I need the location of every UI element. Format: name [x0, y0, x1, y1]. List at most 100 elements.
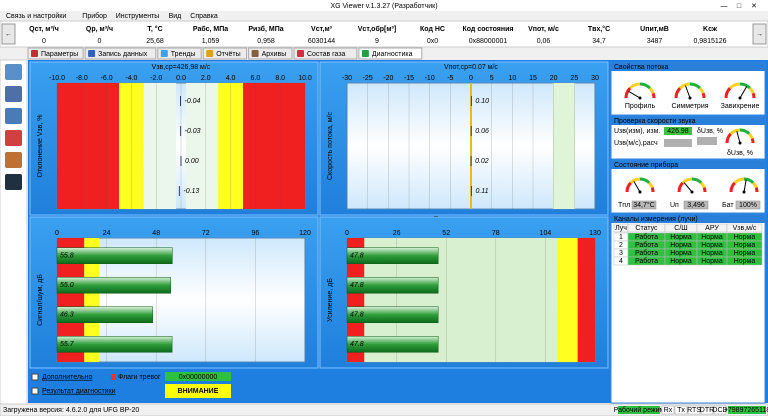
device-label: Uп	[670, 202, 679, 209]
gauge-needle	[628, 90, 641, 99]
device-label: Бат	[722, 202, 734, 209]
warning-text: ВНИМАНИЕ	[178, 388, 219, 395]
tab[interactable]	[84, 47, 157, 60]
sidebar-icon[interactable]	[5, 64, 22, 80]
status-value: 0,06	[537, 38, 551, 45]
device-value-box	[631, 200, 657, 210]
signal-box	[713, 405, 727, 415]
tab[interactable]	[358, 47, 423, 60]
status-value: 0	[98, 38, 102, 45]
x-tick-label: 30	[591, 75, 599, 82]
sidebar-icon[interactable]	[5, 152, 22, 168]
zone-band	[243, 83, 305, 209]
menu-item[interactable]: Связь и настройки	[6, 12, 66, 20]
sidebar-icon[interactable]	[5, 108, 22, 124]
sidebar-icon[interactable]	[5, 130, 22, 146]
gauge-arc	[639, 82, 651, 90]
status-header: T, °C	[147, 25, 162, 33]
tab[interactable]	[293, 47, 358, 60]
sidebar-icon[interactable]	[5, 86, 22, 102]
gauge-arc	[650, 187, 655, 193]
gauge-needle	[633, 181, 641, 193]
x-tick-label: 26	[393, 230, 401, 237]
zone-band	[557, 238, 578, 362]
gauge-arc	[700, 181, 706, 189]
gauge-needle	[739, 86, 748, 99]
tab-icon	[297, 50, 304, 57]
panel-title: Vзв,ср=426,98 м/с	[152, 64, 211, 71]
menu-item[interactable]: Справка	[190, 13, 218, 20]
tab-label[interactable]: Параметры	[41, 51, 78, 58]
signal-box	[700, 405, 714, 415]
tab[interactable]	[248, 47, 293, 60]
gauge-arc	[629, 177, 641, 184]
x-tick-label: 0	[55, 230, 59, 237]
table-cell-text: 2	[619, 242, 623, 249]
nav-left-button[interactable]	[1, 23, 16, 45]
gauge-arc	[651, 92, 656, 99]
tab-icon	[160, 50, 168, 57]
title-bar	[0, 0, 768, 11]
table-cell-text: Норма	[701, 242, 723, 249]
gauge-arc	[679, 82, 691, 90]
x-tick-label: 20	[550, 75, 558, 82]
diag-result-link[interactable]: Результат диагностики	[42, 388, 116, 395]
gauge-arc	[750, 138, 755, 144]
zone-band	[577, 238, 595, 362]
tab-label[interactable]: Архивы	[262, 51, 287, 58]
window-button[interactable]: —	[721, 3, 728, 10]
field-value	[664, 127, 692, 135]
gauge-arc	[702, 187, 707, 193]
menu-item[interactable]: Инструменты	[116, 13, 160, 20]
gauge-label: Профиль	[625, 103, 656, 110]
x-tick-label: 10.0	[298, 75, 312, 82]
extra-toggle[interactable]: Дополнительно	[42, 374, 92, 381]
flags-box	[165, 372, 231, 381]
nav-right-button[interactable]	[752, 23, 767, 45]
status-value: 0x0	[427, 38, 438, 45]
gauge-arc	[624, 87, 632, 99]
sidebar-icon[interactable]	[5, 174, 22, 190]
bar	[346, 336, 439, 353]
value-label: 46.3	[60, 312, 74, 319]
bar	[56, 247, 173, 264]
window-button[interactable]: ✕	[751, 3, 757, 10]
checkbox[interactable]	[31, 387, 39, 395]
tab-label[interactable]: Диагностика	[372, 51, 413, 58]
x-tick-label: 104	[540, 230, 552, 237]
menu-item[interactable]: Прибор	[82, 12, 107, 20]
window-button[interactable]: □	[737, 3, 742, 10]
group-title: Проверка скорости звука	[614, 118, 696, 125]
phone-box	[728, 406, 766, 414]
status-header: Qст, м³/ч	[29, 26, 59, 33]
gauge-label: Завихрение	[721, 103, 760, 110]
table-cell-text: 4	[619, 258, 623, 265]
tab[interactable]	[202, 47, 248, 60]
value-label: 47.8	[350, 282, 364, 289]
tab[interactable]	[27, 47, 84, 60]
tab-label[interactable]: Запись данных	[98, 51, 148, 58]
zone-band	[218, 83, 243, 209]
zone-band	[57, 83, 119, 209]
gauge-arc	[691, 177, 703, 184]
menu-item[interactable]: Вид	[169, 13, 182, 20]
zone-band	[347, 238, 365, 362]
tab-label[interactable]: Отчёты	[216, 51, 240, 58]
tab-label[interactable]: Тренды	[171, 51, 196, 58]
x-tick-label: -4.0	[125, 75, 137, 82]
value-label: 55.8	[60, 253, 74, 260]
gauge-arc	[629, 82, 641, 90]
tab[interactable]	[157, 47, 202, 60]
gauge-hub	[738, 141, 742, 145]
mode-text: Рабочий режим	[614, 406, 665, 414]
gauge-arc	[648, 181, 654, 189]
gauge-arc	[689, 82, 701, 90]
table-cell-text: Норма	[670, 250, 692, 257]
tab-label[interactable]: Состав газа	[307, 51, 346, 58]
checkbox[interactable]	[31, 373, 39, 381]
group-title: Свойства потока	[614, 63, 668, 71]
field-value	[664, 139, 692, 147]
nav-left-arrow: ←	[5, 31, 12, 38]
table-cell-text: Норма	[701, 258, 723, 265]
